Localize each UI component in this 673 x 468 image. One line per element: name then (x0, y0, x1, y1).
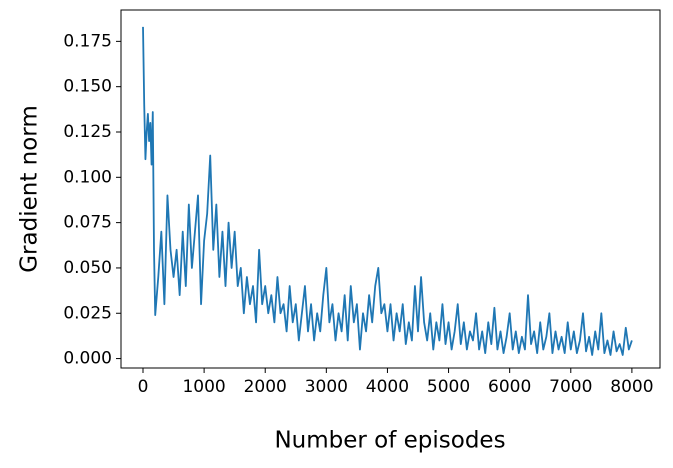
y-tick-label: 0.150 (63, 77, 112, 97)
y-tick-label: 0.025 (63, 303, 112, 323)
y-tick-label: 0.000 (63, 349, 112, 369)
x-tick-label: 7000 (549, 377, 592, 397)
y-tick-label: 0.075 (63, 213, 112, 233)
y-tick-label: 0.100 (63, 167, 112, 187)
y-tick-label: 0.050 (63, 258, 112, 278)
x-tick-label: 3000 (305, 377, 348, 397)
x-tick-label: 0 (138, 377, 149, 397)
data-line (142, 26, 633, 356)
x-tick-label: 6000 (488, 377, 531, 397)
y-axis-label: Gradient norm (17, 105, 43, 273)
x-tick-label: 8000 (610, 377, 653, 397)
y-tick-label: 0.175 (63, 31, 112, 51)
x-tick-label: 2000 (244, 377, 287, 397)
x-tick-label: 1000 (182, 377, 225, 397)
x-tick-label: 4000 (366, 377, 409, 397)
plot-frame (120, 9, 661, 369)
y-tick-label: 0.125 (63, 122, 112, 142)
x-axis-label: Number of episodes (274, 428, 505, 454)
x-tick-label: 5000 (427, 377, 470, 397)
